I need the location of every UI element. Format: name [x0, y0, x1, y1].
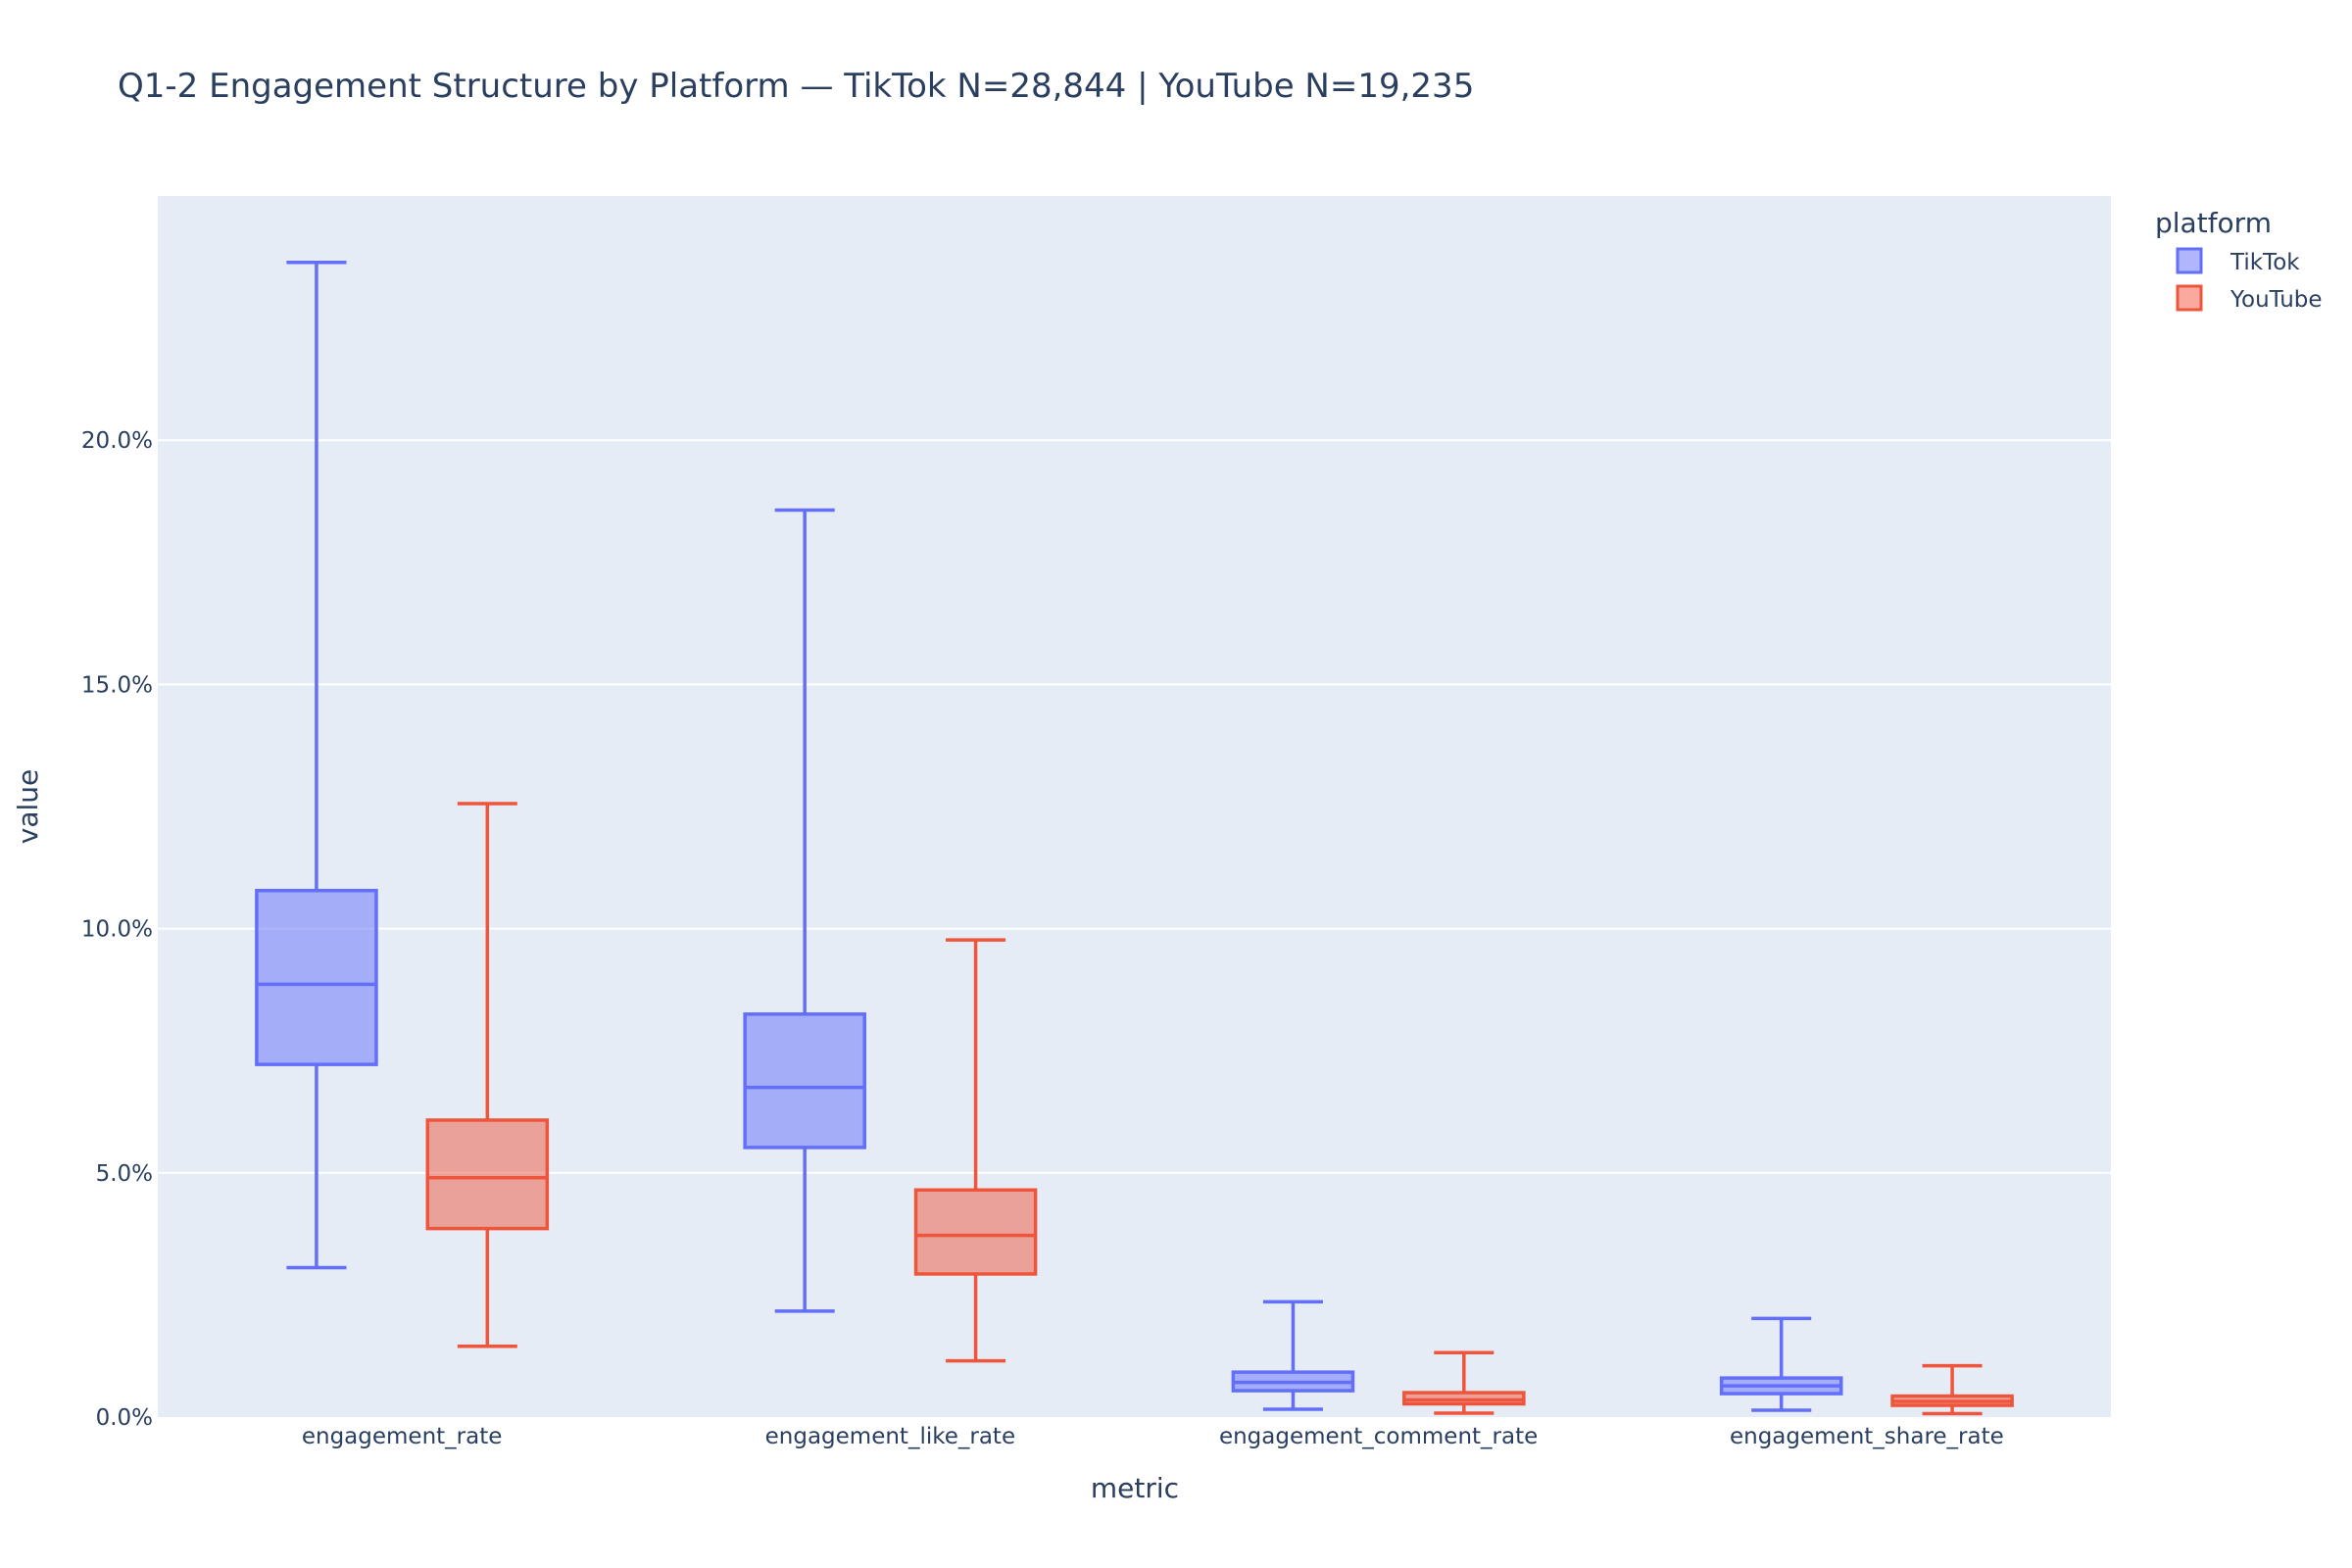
- legend-title: platform: [2155, 207, 2272, 239]
- box-body: [425, 1118, 550, 1231]
- x-tick-label: engagement_rate: [302, 1424, 503, 1449]
- legend-label-tiktok: TikTok: [2230, 250, 2300, 275]
- x-tick-label: engagement_comment_rate: [1219, 1424, 1538, 1449]
- box-youtube-engagement_share_rate[interactable]: [1890, 1363, 2014, 1416]
- legend-item-tiktok[interactable]: TikTok: [2176, 247, 2300, 275]
- box-youtube-engagement_comment_rate[interactable]: [1402, 1350, 1526, 1415]
- box-tiktok-engagement_comment_rate[interactable]: [1231, 1299, 1355, 1411]
- box-tiktok-engagement_rate[interactable]: [255, 261, 378, 1270]
- box-youtube-engagement_like_rate[interactable]: [913, 938, 1038, 1363]
- y-axis-title: value: [12, 769, 44, 844]
- chart-title: Q1-2 Engagement Structure by Platform — …: [118, 67, 1474, 106]
- y-tick-label: 15.0%: [81, 672, 153, 698]
- box-tiktok-engagement_share_rate[interactable]: [1719, 1316, 1843, 1412]
- x-tick-label: engagement_like_rate: [765, 1424, 1015, 1449]
- legend: platform TikTok YouTube: [2155, 207, 2323, 313]
- x-axis-title: metric: [1091, 1472, 1179, 1504]
- x-tick-label: engagement_share_rate: [1730, 1424, 2004, 1449]
- legend-label-youtube: YouTube: [2230, 287, 2323, 313]
- box-body: [255, 888, 378, 1066]
- legend-swatch-youtube: [2176, 284, 2203, 312]
- box-body: [913, 1188, 1038, 1276]
- y-tick-label: 5.0%: [96, 1161, 153, 1187]
- box-series: [255, 261, 2014, 1416]
- y-tick-label: 20.0%: [81, 428, 153, 454]
- box-youtube-engagement_rate[interactable]: [425, 802, 550, 1348]
- box-tiktok-engagement_like_rate[interactable]: [743, 508, 866, 1313]
- plot-area: [158, 196, 2111, 1417]
- box-body: [743, 1012, 866, 1150]
- y-tick-label: 0.0%: [96, 1405, 153, 1431]
- axes: 0.0% 5.0% 10.0% 15.0% 20.0% engagement_rate en…: [81, 428, 2004, 1449]
- legend-item-youtube[interactable]: YouTube: [2176, 284, 2323, 313]
- y-tick-label: 10.0%: [81, 917, 153, 943]
- legend-swatch-tiktok: [2176, 247, 2203, 274]
